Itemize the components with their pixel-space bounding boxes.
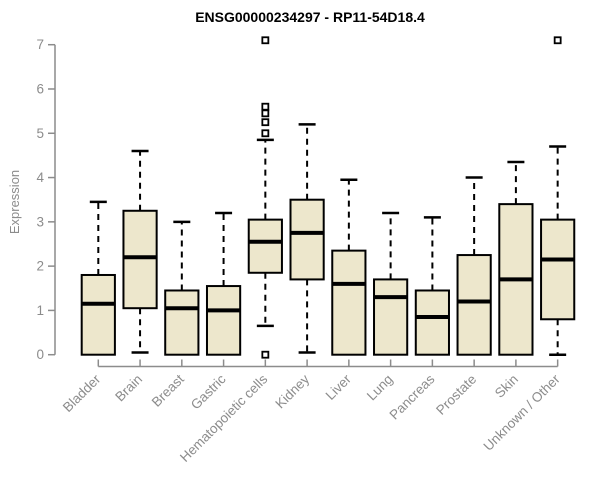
x-category-label-breast: Breast [149,371,187,409]
box-bladder [80,273,116,356]
y-tick-label: 3 [36,214,44,229]
outlier-point-hematopoietic-cells [261,109,270,118]
y-tick-label: 6 [36,81,44,96]
box-pancreas [414,289,450,356]
x-category-label-pancreas: Pancreas [387,371,438,422]
outlier-point-hematopoietic-cells [261,129,270,138]
outlier-point-hematopoietic-cells [261,102,270,111]
box-kidney [289,198,325,281]
x-category-label-gastric: Gastric [188,371,229,412]
box-unknown-other [540,218,576,321]
y-axis-title: Expression [7,170,22,234]
y-tick-label: 4 [36,170,44,185]
box-liver [331,249,367,356]
y-tick-label: 1 [36,303,44,318]
outlier-point-hematopoietic-cells [261,118,270,127]
box-lung [373,278,409,356]
box-prostate [456,254,492,356]
box-hematopoietic-cells [247,218,283,274]
y-tick-label: 2 [36,259,44,274]
outlier-point-hematopoietic-cells [261,350,270,359]
y-tick-label: 0 [36,347,44,362]
y-tick-label: 7 [36,37,44,52]
x-category-label-unknown-other: Unknown / Other [481,371,564,454]
y-tick-label: 5 [36,126,44,141]
x-category-label-lung: Lung [364,372,396,404]
box-brain [122,209,158,310]
outlier-point-hematopoietic-cells [261,36,270,45]
x-category-label-brain: Brain [112,372,145,405]
x-category-label-prostate: Prostate [433,372,479,418]
x-category-label-kidney: Kidney [272,371,312,411]
outlier-point-unknown-other [553,36,562,45]
box-breast [164,289,200,356]
box-gastric [205,285,242,356]
x-category-label-bladder: Bladder [60,371,104,415]
x-category-label-skin: Skin [492,372,521,401]
chart-title: ENSG00000234297 - RP11-54D18.4 [195,9,425,25]
x-category-label-liver: Liver [323,371,355,403]
